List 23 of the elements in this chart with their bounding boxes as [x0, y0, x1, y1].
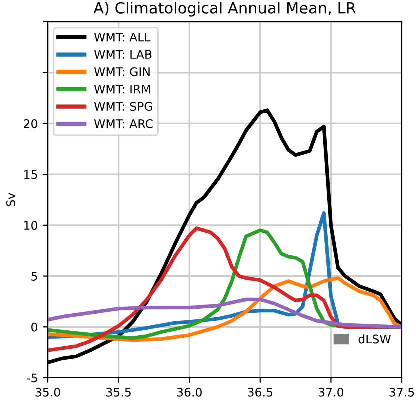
- x-tick-label: 35.0: [36, 388, 60, 397]
- y-tick-label: 10: [24, 221, 38, 230]
- legend-label: WMT: IRM: [94, 84, 150, 94]
- y-tick-label: 20: [24, 119, 38, 128]
- x-tick-label: 35.5: [106, 388, 131, 397]
- y-tick-label: 15: [24, 170, 38, 180]
- annotation: dLSW: [358, 334, 391, 344]
- x-tick-label: 36.0: [177, 388, 202, 397]
- legend-label: WMT: ALL: [94, 32, 151, 42]
- y-axis-title: Sv: [6, 193, 16, 206]
- y-tick-label: -5: [27, 374, 38, 383]
- y-tick-label: 0: [32, 322, 38, 332]
- x-tick-label: 37.5: [390, 388, 414, 397]
- line-series: [48, 298, 402, 329]
- legend-label: WMT: GIN: [94, 67, 150, 76]
- x-tick-label: 37.0: [318, 388, 344, 397]
- legend-label: WMT: SPG: [94, 102, 152, 112]
- y-tick-label: 5: [32, 272, 38, 281]
- line-series: [48, 276, 402, 342]
- legend-label: WMT: ARC: [94, 119, 153, 128]
- legend-label: WMT: LAB: [94, 50, 152, 59]
- chart-title: A) Climatological Annual Mean, LR: [94, 2, 356, 17]
- x-tick-label: 36.5: [248, 388, 273, 397]
